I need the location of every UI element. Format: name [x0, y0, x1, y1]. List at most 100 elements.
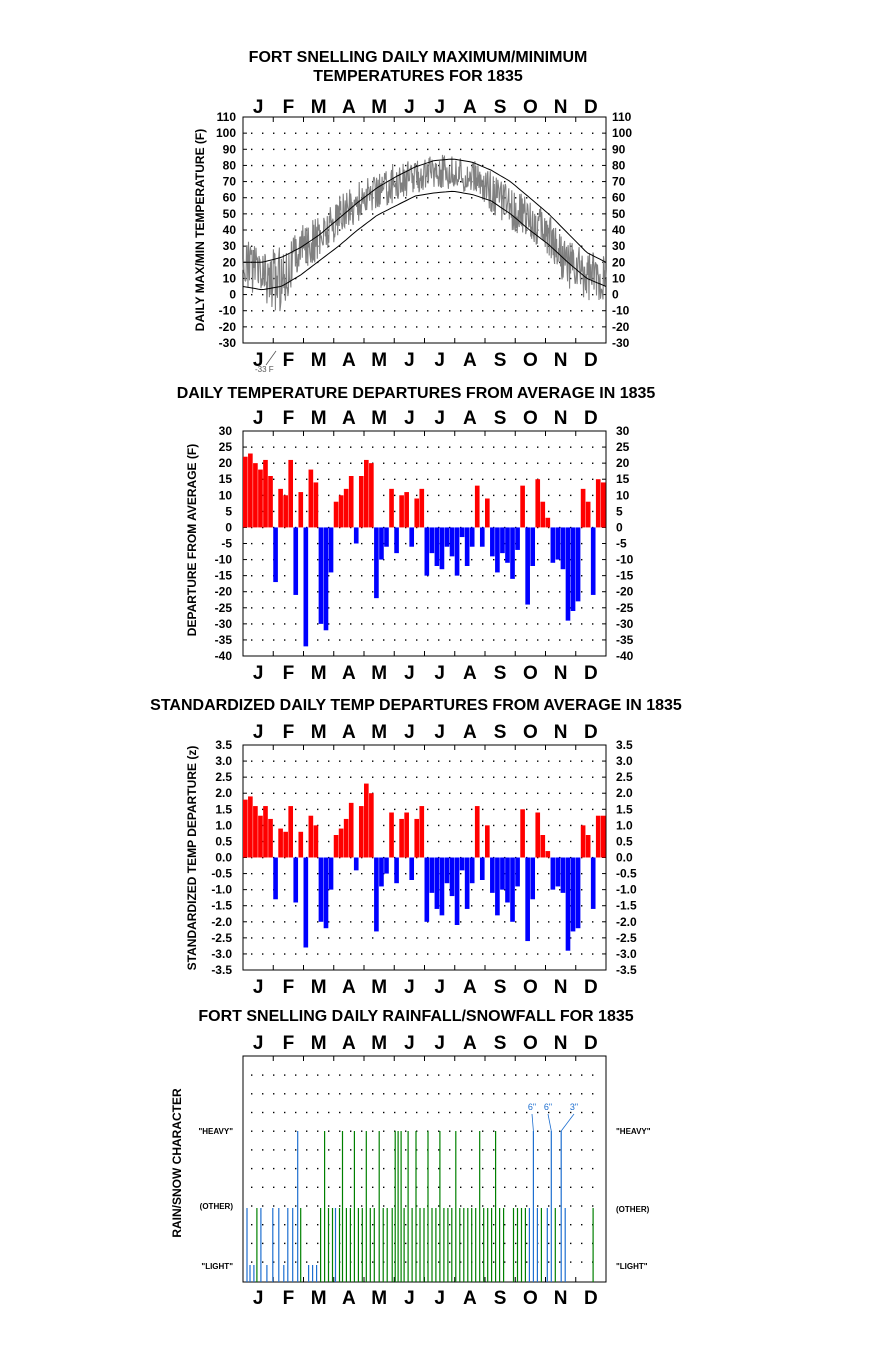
chart4-grid-dot	[372, 1224, 374, 1226]
chart4-grid-dot	[493, 1186, 495, 1188]
chart1-grid-dot	[438, 326, 440, 328]
chart2-negative-departure-bar	[550, 527, 556, 563]
chart3-grid-dot	[482, 760, 484, 762]
chart3-grid-dot	[449, 760, 451, 762]
chart4-grid-dot	[273, 1186, 275, 1188]
chart3-grid-dot	[515, 760, 517, 762]
chart1-grid-dot	[295, 310, 297, 312]
chart1-grid-dot	[394, 197, 396, 199]
chart3-grid-dot	[449, 889, 451, 891]
chart1-grid-dot	[504, 310, 506, 312]
chart2-grid-dot	[460, 478, 462, 481]
chart2-grid-dot	[493, 591, 495, 593]
chart3-grid-dot	[471, 921, 473, 923]
chart1-grid-dot	[581, 164, 583, 167]
chart2-grid-dot	[493, 494, 495, 497]
chart1-grid-dot	[493, 245, 495, 247]
chart1-grid-dot	[284, 197, 286, 199]
chart2-grid-dot	[449, 623, 451, 625]
chart3-grid-dot	[482, 921, 484, 923]
chart3-grid-dot	[493, 953, 495, 955]
chart2-grid-dot	[328, 575, 330, 577]
chart2-grid-dot	[295, 446, 297, 448]
chart4-grid-dot	[515, 1261, 517, 1263]
chart2-month-label-bottom: J	[253, 663, 264, 684]
chart1-grid-dot	[273, 148, 275, 151]
chart2-grid-dot	[570, 494, 572, 497]
chart4-category-label-left: "HEAVY"	[198, 1127, 233, 1136]
chart2-grid-dot	[328, 478, 330, 481]
chart1-grid-dot	[471, 245, 473, 247]
chart4-ylabel: RAIN/SNOW CHARACTER	[170, 1088, 184, 1238]
chart1-grid-dot	[515, 197, 517, 199]
chart2-grid-dot	[482, 462, 484, 464]
chart2-grid-dot	[416, 526, 418, 529]
chart2-grid-dot	[416, 494, 418, 497]
chart4-grid-dot	[284, 1167, 286, 1170]
chart1-grid-dot	[570, 213, 572, 215]
chart2-grid-dot	[471, 478, 473, 481]
chart3-grid-dot	[537, 889, 539, 891]
chart4-grid-dot	[515, 1130, 517, 1132]
chart4-grid-dot	[471, 1167, 473, 1170]
chart3-grid-dot	[405, 905, 407, 907]
chart3-grid-dot	[295, 776, 297, 778]
chart3-positive-departure-bar	[263, 806, 268, 858]
chart4-grid-dot	[317, 1261, 319, 1263]
chart2-grid-dot	[460, 462, 462, 464]
chart4-grid-dot	[449, 1111, 451, 1114]
chart4-grid-dot	[405, 1242, 407, 1245]
chart1-grid-dot	[416, 213, 418, 215]
chart2-grid-dot	[449, 478, 451, 481]
chart4-grid-dot	[504, 1167, 506, 1170]
chart1-grid-dot	[284, 245, 286, 247]
chart2-grid-dot	[350, 575, 352, 577]
chart1-grid-dot	[504, 132, 506, 134]
chart4-grid-dot	[460, 1186, 462, 1188]
chart3-grid-dot	[350, 921, 352, 923]
chart3-grid-dot	[317, 953, 319, 955]
chart4-grid-dot	[526, 1186, 528, 1188]
chart3-grid-dot	[515, 889, 517, 891]
chart2-grid-dot	[493, 639, 495, 641]
chart3-grid-dot	[537, 872, 539, 875]
chart4-grid-dot	[482, 1224, 484, 1226]
chart2-grid-dot	[328, 623, 330, 625]
chart4-grid-dot	[361, 1111, 363, 1114]
chart4-grid-dot	[405, 1111, 407, 1114]
chart2-grid-dot	[394, 462, 396, 464]
chart2-grid-dot	[372, 591, 374, 593]
chart3-grid-dot	[350, 937, 352, 939]
chart3-grid-dot	[537, 921, 539, 923]
chart3-grid-dot	[317, 808, 319, 811]
chart3-positive-departure-bar	[520, 809, 525, 858]
chart2-grid-dot	[383, 607, 385, 609]
chart1-grid-dot	[471, 326, 473, 328]
chart3-grid-dot	[438, 824, 440, 827]
chart3-negative-departure-bar	[570, 857, 576, 932]
chart3-grid-dot	[537, 760, 539, 762]
chart1-annotation-leader	[265, 350, 277, 366]
chart1-grid-dot	[460, 197, 462, 199]
chart1-grid-dot	[295, 197, 297, 199]
chart3-negative-departure-bar	[429, 857, 435, 893]
chart4-grid-dot	[262, 1205, 264, 1207]
chart4-grid-dot	[328, 1149, 330, 1151]
chart3-grid-dot	[592, 953, 594, 955]
chart3-positive-departure-bar	[414, 818, 420, 858]
chart1-grid-dot	[372, 277, 374, 280]
chart1-grid-dot	[416, 310, 418, 312]
chart3-grid-dot	[306, 840, 308, 843]
chart2-grid-dot	[526, 510, 528, 513]
chart4-grid-dot	[416, 1224, 418, 1226]
chart2-grid-dot	[570, 607, 572, 609]
chart1-grid-dot	[427, 310, 429, 312]
chart1-grid-dot	[548, 148, 550, 151]
chart4-grid-dot	[460, 1093, 462, 1095]
chart3-negative-departure-bar	[495, 857, 500, 916]
chart2-grid-dot	[284, 446, 286, 448]
chart2-grid-dot	[427, 607, 429, 609]
chart4-grid-dot	[438, 1242, 440, 1245]
chart3-grid-dot	[449, 921, 451, 923]
chart1-grid-dot	[537, 326, 539, 328]
